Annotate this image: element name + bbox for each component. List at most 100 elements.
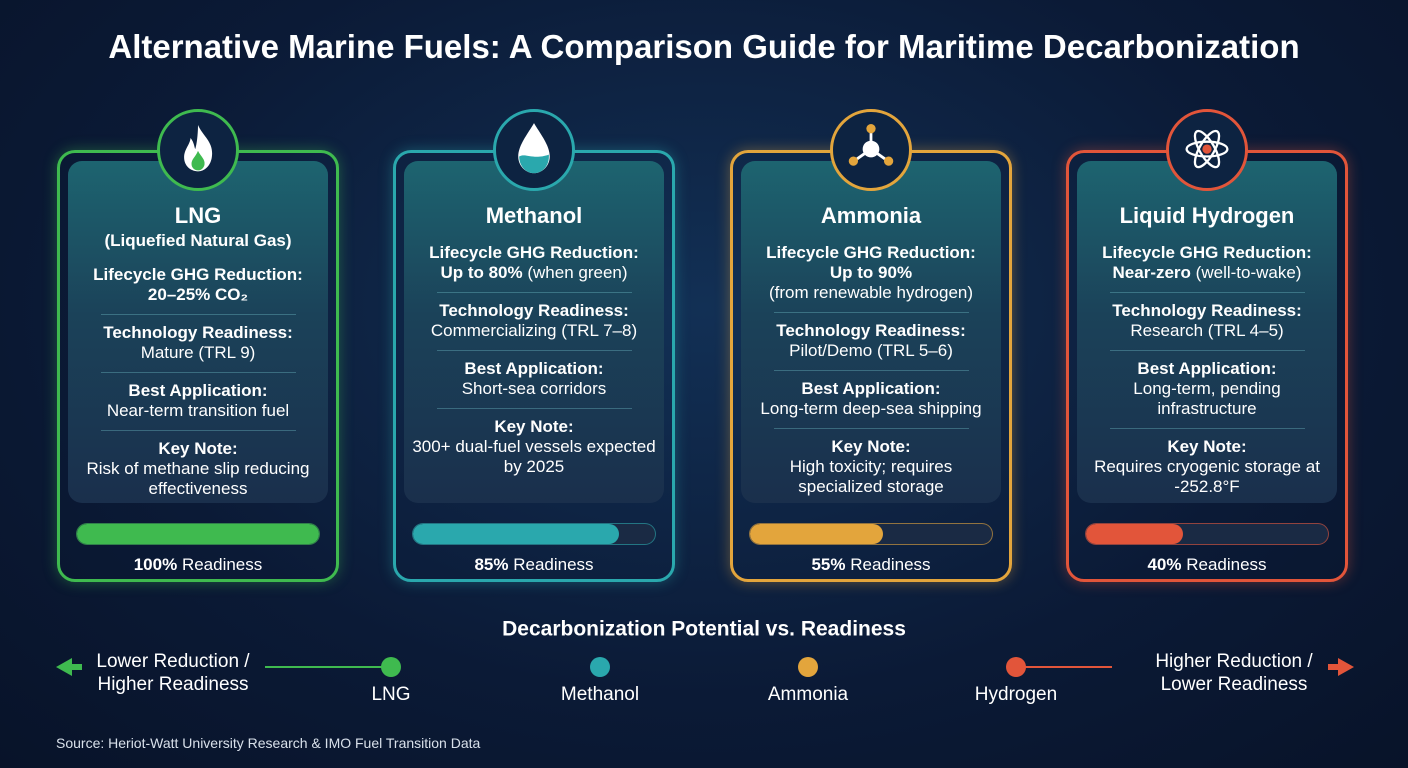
section-highlight: Up to 80% [440,263,523,282]
readiness-value: 40% [1147,555,1182,574]
arrow-right [1328,658,1354,676]
section-value: Requires cryogenic storage at -252.8°F [1094,457,1320,496]
section-value: Research (TRL 4–5) [1130,321,1284,340]
divider [1109,428,1305,429]
section-text: Up to 80% (when green) [429,263,639,283]
scale-point-label: Ammonia [768,684,849,705]
readiness-label: 100% Readiness [60,555,336,575]
section-heading: Technology Readiness: [439,301,629,320]
section: Lifecycle GHG Reduction: Up to 90% (from r… [758,243,984,303]
section-text: High toxicity; requires specialized stor… [749,457,993,497]
section: Technology Readiness: Commercializing (TR… [423,301,645,341]
section-heading: Key Note: [158,439,238,458]
divider [773,428,969,429]
divider [436,408,632,409]
section-highlight: Up to 90% [829,263,913,282]
card-panel: Ammonia Lifecycle GHG Reduction: Up to 90%… [741,161,1001,503]
section: Technology Readiness: Pilot/Demo (TRL 5–6… [768,321,974,361]
section-text: Research (TRL 4–5) [1112,321,1302,341]
section: Lifecycle GHG Reduction: Up to 80% (when … [421,243,647,283]
section: Key Note: Requires cryogenic storage at -… [1077,437,1337,497]
readiness-value: 55% [811,555,846,574]
scale-right-label: Lower Readiness [1161,674,1308,695]
section-text: Near-zero (well-to-wake) [1102,263,1312,283]
divider [100,314,296,315]
readiness-caption: Readiness [513,555,594,574]
section: Lifecycle GHG Reduction: Near-zero (well-… [1094,243,1320,283]
fuel-name: Ammonia [820,203,922,228]
fuel-card: Methanol Lifecycle GHG Reduction: Up to 80… [393,109,675,582]
section-value: Mature (TRL 9) [140,343,256,362]
section-heading: Lifecycle GHG Reduction: [766,243,976,262]
section: Key Note: 300+ dual-fuel vessels expected… [404,417,664,477]
fuel-name: Methanol [485,203,583,228]
section-value: Pilot/Demo (TRL 5–6) [789,341,953,360]
divider [1109,350,1305,351]
icon-graphic [1185,129,1229,169]
divider [100,372,296,373]
section-value: (from renewable hydrogen) [768,283,974,302]
divider [773,312,969,313]
divider [1109,292,1305,293]
divider [773,370,969,371]
section-heading: Best Application: [464,359,604,378]
icon-graphic [518,123,550,174]
section-value: Long-term, pending infrastructure [1133,379,1281,418]
readiness-bar [1086,524,1183,544]
scale-point [381,657,401,677]
section-heading: Technology Readiness: [103,323,293,342]
section-heading: Lifecycle GHG Reduction: [429,243,639,262]
section-value: High toxicity; requires specialized stor… [789,457,953,496]
section-highlight: 20–25% CO₂ [147,285,249,304]
section-text: Near-term transition fuel [107,401,289,421]
section: Best Application: Long-term deep-sea ship… [752,379,989,419]
section: Technology Readiness: Mature (TRL 9) [95,323,301,363]
readiness-label: 40% Readiness [1069,555,1345,575]
scale-left-label: Higher Readiness [97,674,248,695]
readiness-value: 100% [133,555,178,574]
scale-point-label: LNG [371,684,410,705]
section-text: Commercializing (TRL 7–8) [431,321,637,341]
section-text: Long-term deep-sea shipping [760,399,981,419]
section-heading: Technology Readiness: [776,321,966,340]
section: Key Note: Risk of methane slip reducing e… [68,439,328,499]
fuel-card: Liquid Hydrogen Lifecycle GHG Reduction: N… [1066,109,1348,582]
scale-point [798,657,818,677]
section-text: Pilot/Demo (TRL 5–6) [776,341,966,361]
section: Technology Readiness: Research (TRL 4–5) [1104,301,1310,341]
fuel-icon [830,109,912,191]
section-text: Short-sea corridors [462,379,607,399]
section: Best Application: Short-sea corridors [454,359,615,399]
readiness-track [749,523,993,545]
card-panel: Methanol Lifecycle GHG Reduction: Up to 80… [404,161,664,503]
fuel-name: LNG [174,203,222,228]
section-text: 20–25% CO₂ [93,285,303,305]
readiness-caption: Readiness [1186,555,1267,574]
section-heading: Lifecycle GHG Reduction: [93,265,303,284]
readiness-bar [750,524,884,544]
fuel-subtitle: (Liquefied Natural Gas) [104,231,292,250]
readiness-track [1085,523,1329,545]
section-heading: Best Application: [128,381,268,400]
fuel-card: Ammonia Lifecycle GHG Reduction: Up to 90%… [730,109,1012,582]
section-value: Near-term transition fuel [106,401,290,420]
section-value: Long-term deep-sea shipping [760,399,982,418]
section: Key Note: High toxicity; requires special… [741,437,1001,497]
section-heading: Key Note: [1167,437,1247,456]
source: Source: Heriot-Watt University Research … [56,735,481,751]
readiness-label: 85% Readiness [396,555,672,575]
section-value: Risk of methane slip reducing effectiven… [86,459,310,498]
divider [436,350,632,351]
icon-graphic [184,124,213,172]
readiness-value: 85% [474,555,509,574]
section-text: Risk of methane slip reducing effectiven… [76,459,320,499]
section: Best Application: Near-term transition fu… [99,381,297,421]
readiness-caption: Readiness [850,555,931,574]
section-value: Short-sea corridors [461,379,607,398]
fuel-name: Liquid Hydrogen [1119,203,1295,228]
fuel-icon [493,109,575,191]
section-value: (well-to-wake) [1195,263,1302,282]
title: Alternative Marine Fuels: A Comparison G… [108,28,1300,65]
section-value: 300+ dual-fuel vessels expected by 2025 [412,437,656,476]
